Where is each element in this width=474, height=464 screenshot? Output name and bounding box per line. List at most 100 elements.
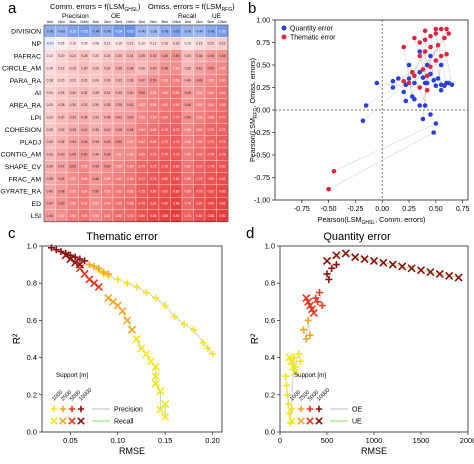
plus-marker bbox=[57, 248, 65, 256]
heatmap-cell-value: 0.35 bbox=[93, 128, 99, 132]
x-tick-label: 0.20 bbox=[205, 436, 220, 445]
quantity-error-point bbox=[406, 62, 412, 68]
heatmap-cell-value: 0.62 bbox=[127, 177, 133, 181]
heatmap-cell-value: 0.36 bbox=[127, 79, 133, 83]
heatmap-cell-value: 0.65 bbox=[208, 115, 214, 119]
heatmap-cell-value: 0.42 bbox=[47, 202, 53, 206]
quantity-error-point bbox=[431, 78, 436, 83]
heatmap-cell-value: 0.68 bbox=[196, 152, 202, 156]
heatmap-cell-value: 0.85 bbox=[173, 189, 179, 193]
cross-marker bbox=[360, 254, 369, 264]
heatmap-cell-value: 0.72 bbox=[162, 140, 168, 144]
heatmap-cell-value: 0.35 bbox=[47, 165, 53, 169]
heatmap-cell-value: 0.68 bbox=[116, 214, 122, 218]
cross-marker bbox=[156, 387, 165, 396]
plus-marker bbox=[284, 400, 292, 408]
heatmap-cell-value: -0.54 bbox=[115, 29, 122, 33]
plus-marker bbox=[95, 264, 103, 272]
heatmap-cell-value: 0.90 bbox=[173, 214, 179, 218]
heatmap-cell-value: 0.55 bbox=[116, 165, 122, 169]
heatmap-cell-value: 0.82 bbox=[196, 214, 202, 218]
thematic-error-point bbox=[442, 35, 447, 41]
heatmap-cell-value: 0.58 bbox=[150, 103, 156, 107]
heatmap-cell-value: 0.72 bbox=[196, 165, 202, 169]
svg-text:Omiss. errors = f(LSMRFG): Omiss. errors = f(LSMRFG) bbox=[148, 2, 235, 13]
heatmap-cell-value: 0.68 bbox=[150, 140, 156, 144]
heatmap-cell-value: 0.48 bbox=[93, 177, 99, 181]
heatmap-cell-value: 0.60 bbox=[219, 79, 225, 83]
quantity-error-point bbox=[360, 118, 366, 124]
heatmap-cell-value: 0.42 bbox=[81, 128, 87, 132]
quantity-error-point bbox=[420, 116, 426, 122]
heatmap-col-label: 1km bbox=[92, 20, 99, 24]
y-tick-label: 0.2 bbox=[265, 390, 275, 399]
cross-marker bbox=[132, 334, 141, 344]
heatmap-cell-value: 0.40 bbox=[93, 152, 99, 156]
heatmap-cell-value: 0.38 bbox=[93, 140, 99, 144]
heatmap-cell-value: 0.22 bbox=[219, 42, 225, 46]
heatmap-cell-value: 0.55 bbox=[139, 115, 145, 119]
y-tick-label: -0.75 bbox=[254, 175, 270, 182]
plus-marker bbox=[190, 326, 198, 334]
heatmap-col-label: 10km bbox=[218, 20, 227, 24]
legend-cross-marker bbox=[288, 417, 296, 425]
legend-cross-marker bbox=[315, 417, 323, 425]
thematic-error-point bbox=[417, 53, 423, 59]
heatmap-cell-value: -0.10 bbox=[46, 42, 53, 46]
heatmap-cell-value: 0.55 bbox=[127, 152, 133, 156]
heatmap-cell-value: 0.20 bbox=[47, 103, 53, 107]
heatmap-row-label: GYRATE_RA bbox=[0, 189, 41, 196]
heatmap-cell-value: 0.62 bbox=[116, 189, 122, 193]
x-tick-label: 0 bbox=[278, 436, 282, 445]
heatmap-cell-value: 0.82 bbox=[219, 177, 225, 181]
pair-connector bbox=[328, 132, 434, 190]
quantity-error-point bbox=[417, 69, 423, 75]
heatmap-cell-value: -0.40 bbox=[138, 29, 145, 33]
header-recall: Recall bbox=[178, 13, 197, 20]
quantity-error-point bbox=[390, 85, 396, 90]
thematic-error-point bbox=[444, 26, 449, 32]
heatmap-cell-value: 0.62 bbox=[162, 103, 168, 107]
plus-marker bbox=[199, 339, 207, 347]
heatmap-cell-value: 0.68 bbox=[185, 189, 191, 193]
panel-letter-d: d bbox=[246, 225, 254, 242]
heatmap-cell-value: 0.20 bbox=[173, 42, 179, 46]
cross-marker bbox=[156, 405, 165, 414]
cross-marker bbox=[445, 271, 454, 280]
heatmap-cell-value: 0.72 bbox=[219, 128, 225, 132]
heatmap-cell-value: 0.50 bbox=[70, 165, 76, 169]
heatmap-row-label: NP bbox=[32, 41, 42, 48]
heatmap-cell-value: -0.60 bbox=[127, 29, 134, 33]
heatmap-cell-value: 0.30 bbox=[47, 140, 53, 144]
heatmap-cell-value: 0.28 bbox=[58, 103, 64, 107]
heatmap-cell-value: 0.28 bbox=[93, 91, 99, 95]
plus-marker bbox=[325, 275, 333, 283]
heatmap-cell-value: 0.68 bbox=[219, 103, 225, 107]
heatmap-cell-value: 0.60 bbox=[116, 177, 122, 181]
heatmap-cell-value: 0.70 bbox=[173, 115, 179, 119]
heatmap-cell-value: 0.25 bbox=[70, 66, 76, 70]
legend-marker bbox=[281, 25, 287, 31]
plus-marker bbox=[114, 275, 122, 283]
plus-marker bbox=[85, 261, 93, 269]
heatmap-col-label: 5km bbox=[69, 20, 76, 24]
heatmap-cell-value: 0.65 bbox=[139, 152, 145, 156]
heatmap-cell-value: 0.34 bbox=[127, 54, 133, 58]
cross-marker bbox=[161, 413, 170, 422]
quantity-error-point bbox=[442, 83, 447, 88]
legend-cross-marker bbox=[59, 417, 67, 425]
heatmap-cell-value: 0.55 bbox=[219, 66, 225, 70]
thematic-error-point bbox=[422, 49, 428, 54]
quantity-error-point bbox=[363, 103, 369, 108]
thematic-error-point bbox=[433, 26, 439, 32]
heatmap-cell-value: 0.58 bbox=[185, 140, 191, 144]
thematic-error-point bbox=[433, 58, 439, 63]
heatmap-cell-value: 0.30 bbox=[58, 115, 64, 119]
plus-marker bbox=[104, 270, 112, 278]
heatmap-cell-value: 0.78 bbox=[150, 177, 156, 181]
heatmap-cell-value: 0.30 bbox=[185, 54, 191, 58]
heatmap-cell-value: 0.32 bbox=[116, 79, 122, 83]
heatmap-cell-value: 0.55 bbox=[185, 128, 191, 132]
heatmap-cell-value: 0.45 bbox=[58, 177, 64, 181]
heatmap-cell-value: 0.05 bbox=[81, 42, 87, 46]
